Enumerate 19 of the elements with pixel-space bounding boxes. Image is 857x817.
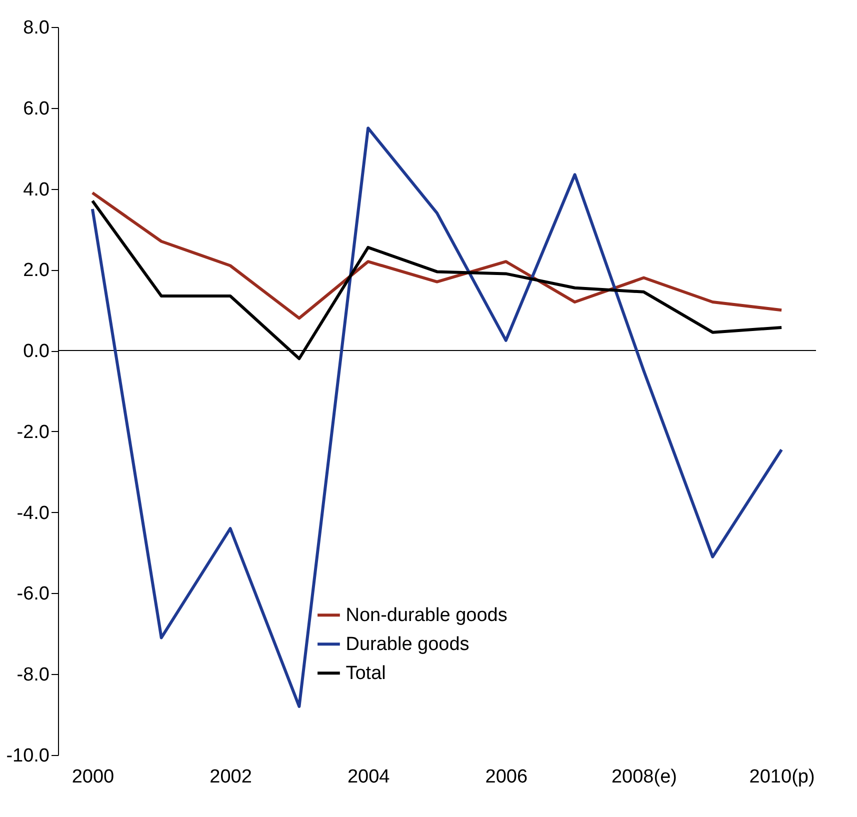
x-tick-label: 2004 — [347, 766, 390, 788]
x-tick-label: 2002 — [210, 766, 252, 788]
y-tick-label: 2.0 — [23, 260, 50, 282]
y-tick-label: -2.0 — [16, 422, 50, 443]
y-tick-label: 0.0 — [23, 341, 50, 362]
y-tick-label: -8.0 — [16, 664, 50, 686]
y-tick-label: 8.0 — [23, 18, 50, 38]
y-tick-label: 6.0 — [23, 98, 50, 120]
y-tick-label: 4.0 — [23, 179, 50, 200]
legend-label: Non-durable goods — [346, 605, 508, 626]
y-tick-label: -6.0 — [16, 584, 50, 605]
y-tick-label: -4.0 — [16, 502, 50, 524]
x-tick-label: 2000 — [72, 766, 114, 788]
legend-label: Durable goods — [346, 634, 470, 656]
x-tick-label: 2008(e) — [611, 766, 677, 788]
y-tick-label: -10.0 — [6, 746, 50, 766]
x-tick-label: 2006 — [485, 766, 528, 788]
legend-label: Total — [346, 663, 386, 684]
x-tick-label: 2010(p) — [749, 766, 815, 788]
